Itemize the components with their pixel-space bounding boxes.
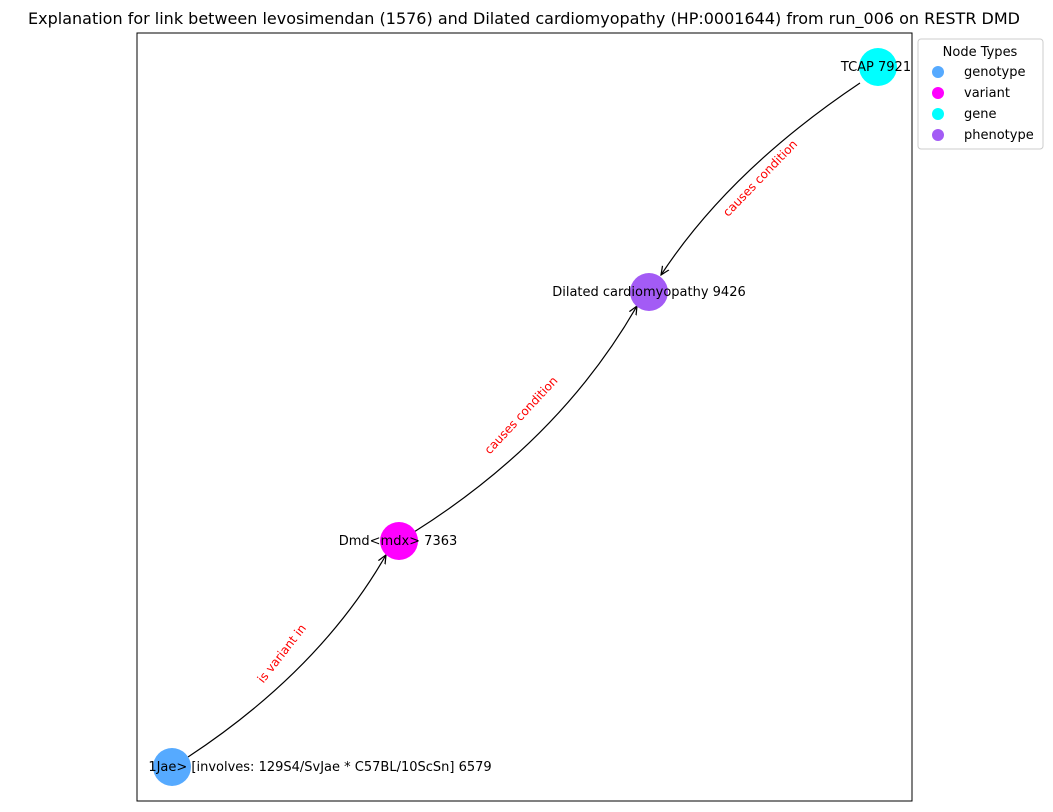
plot-frame [136, 32, 913, 802]
legend-marker-genotype [932, 66, 944, 78]
legend-marker-gene [932, 108, 944, 120]
edge-label-causes-condition-1: causes condition [482, 374, 561, 457]
legend-label-genotype: genotype [964, 65, 1025, 80]
edges [187, 82, 861, 758]
legend-marker-variant [932, 87, 944, 99]
legend-box [917, 38, 1044, 150]
legend: Node Types genotype variant gene phenotype [917, 38, 1044, 150]
edge-gene-phenotype [661, 82, 861, 275]
node-variant [380, 522, 418, 560]
legend-marker-phenotype [932, 129, 944, 141]
node-label-genotype: 1Jae> [involves: 129S4/SvJae * C57BL/10S… [148, 760, 491, 775]
legend-label-gene: gene [964, 107, 997, 122]
node-genotype [153, 748, 191, 786]
edge-label-causes-condition-2: causes condition [720, 137, 800, 219]
legend-label-variant: variant [964, 86, 1010, 101]
node-label-phenotype: Dilated cardiomyopathy 9426 [552, 285, 746, 300]
figure-title: Explanation for link between levosimenda… [28, 9, 1020, 29]
edge-labels: is variant in causes condition causes co… [255, 137, 801, 686]
node-label-gene: TCAP 7921 [840, 60, 911, 75]
legend-label-phenotype: phenotype [964, 128, 1034, 143]
node-phenotype [630, 273, 668, 311]
edge-variant-phenotype [413, 306, 637, 533]
edge-genotype-variant [187, 555, 386, 758]
node-gene [859, 48, 897, 86]
node-labels: 1Jae> [involves: 129S4/SvJae * C57BL/10S… [148, 60, 911, 775]
edge-label-is-variant-in: is variant in [255, 621, 309, 685]
legend-title: Node Types [943, 45, 1018, 60]
node-label-variant: Dmd<mdx> 7363 [339, 534, 458, 549]
nodes [153, 48, 897, 786]
